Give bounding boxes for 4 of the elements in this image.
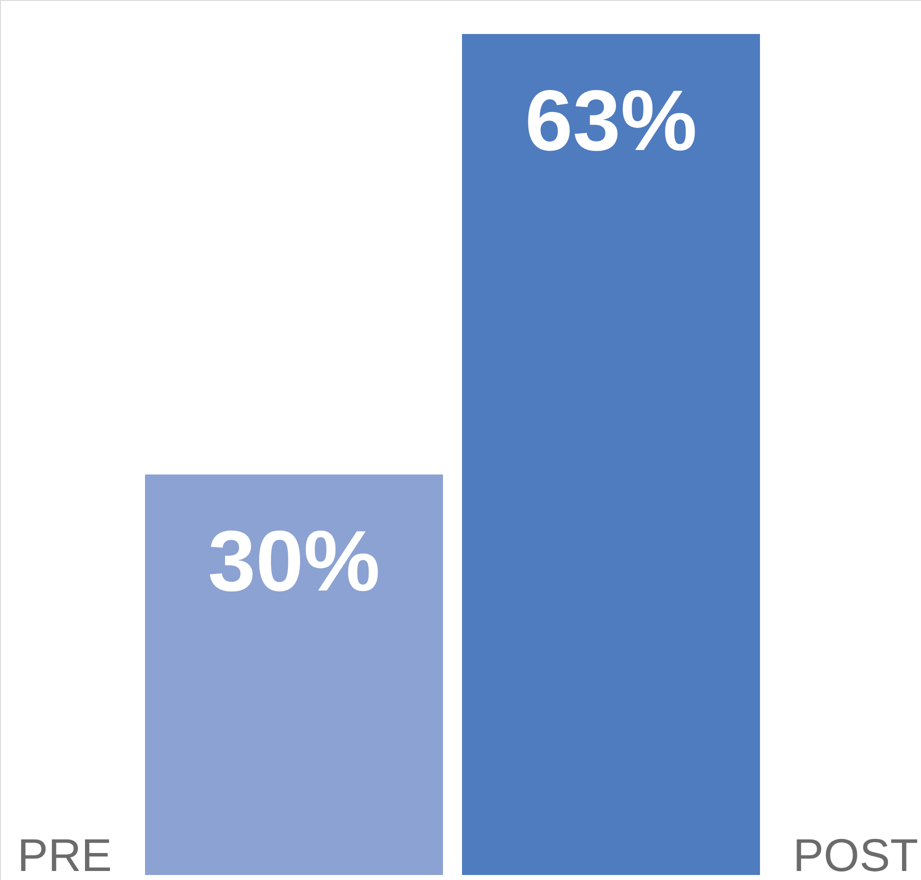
data-label: 63% (524, 73, 698, 169)
data-label: 30% (208, 514, 380, 610)
x-tick-label: POST (793, 829, 918, 880)
x-tick-label: PRE (17, 829, 112, 880)
